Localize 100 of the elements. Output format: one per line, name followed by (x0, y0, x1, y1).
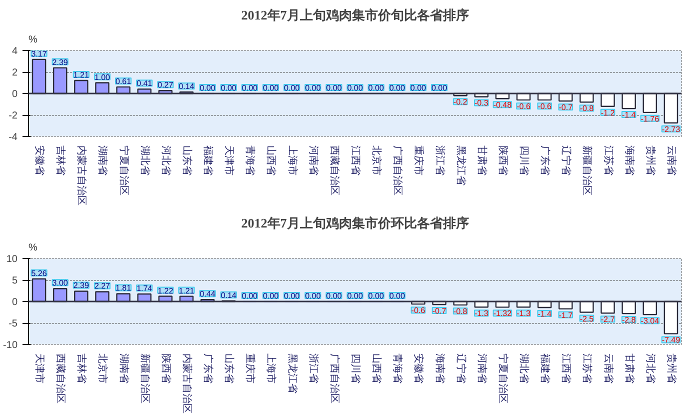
data-label: 2.27 (94, 282, 111, 291)
data-label: 3.17 (31, 49, 48, 58)
data-label: 0.00 (347, 292, 364, 300)
data-label: 3.00 (52, 278, 68, 288)
data-label: -3.04 (640, 316, 660, 326)
data-label: -2.5 (580, 314, 594, 324)
x-tick-label: 河南省 (307, 146, 320, 176)
data-label: 2.39 (52, 58, 68, 67)
x-tick-label: 重庆市 (412, 146, 425, 176)
x-tick-label: 河北省 (644, 354, 656, 384)
data-label: 1.81 (116, 284, 132, 293)
data-label: 0.14 (178, 82, 195, 91)
data-label: 0.14 (220, 290, 237, 300)
y-tick-label: 0 (12, 297, 18, 308)
y-tick-label: 0 (12, 89, 18, 100)
x-tick-label: 四川省 (518, 146, 530, 176)
data-label: 1.00 (94, 72, 111, 82)
y-tick-label: -4 (8, 132, 18, 143)
x-tick-label: 山西省 (265, 146, 278, 176)
y-tick-label: 2 (12, 68, 18, 78)
data-label: -1.3 (474, 309, 489, 318)
x-tick-label: 新疆自治区 (581, 146, 594, 196)
x-tick-label: 北京市 (96, 354, 109, 384)
x-tick-label: 重庆市 (244, 354, 256, 384)
x-tick-label: 山东省 (223, 354, 236, 384)
y-tick-label: -5 (8, 318, 18, 330)
data-label: -1.7 (558, 310, 574, 320)
x-tick-label: 湖北省 (138, 146, 151, 176)
data-label: -0.7 (558, 103, 574, 112)
x-tick-label: 宁夏自治区 (496, 354, 509, 404)
x-tick-label: 福建省 (202, 146, 214, 176)
y-tick-label: 4 (12, 46, 18, 57)
data-label: -1.4 (538, 310, 552, 319)
x-tick-label: 江西省 (560, 354, 572, 384)
chart-title: 2012年7月上旬鸡肉集市价环比各省排序 (241, 216, 469, 230)
x-tick-label: 北京市 (370, 146, 383, 176)
x-tick-label: 贵州省 (665, 354, 678, 384)
data-label: 1.21 (73, 70, 90, 80)
x-tick-label: 河南省 (476, 354, 488, 384)
x-tick-label: 福建省 (539, 354, 552, 384)
data-label: 0.27 (158, 80, 174, 90)
data-label: -0.6 (516, 102, 531, 111)
x-tick-label: 江西省 (350, 146, 362, 176)
data-label: -2.73 (662, 124, 681, 134)
x-tick-label: 辽宁省 (560, 146, 572, 176)
x-tick-label: 上海市 (265, 354, 278, 384)
data-label: -0.8 (580, 104, 594, 114)
y-tick-label: -2 (8, 110, 18, 122)
data-label: 1.74 (136, 284, 153, 294)
data-label: 0.41 (136, 79, 153, 88)
data-label: 0.00 (368, 84, 384, 92)
x-tick-label: 辽宁省 (454, 354, 467, 384)
x-tick-label: 西藏自治区 (328, 146, 340, 196)
x-tick-label: 云南省 (665, 146, 678, 176)
x-tick-label: 云南省 (602, 354, 614, 384)
data-label: -2.7 (600, 315, 616, 324)
y-tick-label: -10 (3, 340, 18, 351)
data-label: 0.00 (305, 84, 322, 92)
data-label: -2.8 (622, 316, 636, 325)
x-tick-label: 内蒙古自治区 (180, 354, 193, 414)
x-tick-label: 浙江省 (307, 354, 320, 384)
data-label: 0.00 (389, 84, 406, 92)
x-tick-label: 四川省 (350, 354, 362, 384)
data-label: 0.00 (220, 84, 237, 92)
x-tick-label: 天津市 (34, 354, 46, 384)
data-label: 0.00 (410, 84, 427, 92)
x-tick-label: 天津市 (223, 146, 236, 176)
chart-title: 2012年7月上旬鸡肉集市价旬比各省排序 (241, 8, 469, 22)
x-tick-label: 黑龙江省 (286, 354, 298, 394)
data-label: -1.2 (600, 108, 616, 118)
x-tick-label: 广东省 (202, 354, 214, 384)
data-label: -0.6 (538, 102, 552, 111)
x-tick-label: 海南省 (434, 354, 446, 384)
x-tick-label: 黑龙江省 (454, 146, 467, 186)
data-label: -0.8 (453, 306, 468, 316)
data-label: -0.3 (474, 98, 489, 108)
y-axis-title: % (28, 242, 38, 254)
data-label: 0.00 (389, 292, 406, 300)
x-tick-label: 吉林省 (76, 354, 88, 384)
data-label: -1.3 (516, 309, 531, 318)
data-label: 0.61 (116, 76, 132, 86)
data-label: 0.00 (262, 84, 280, 92)
data-label: 0.00 (326, 84, 342, 92)
x-tick-label: 广西自治区 (392, 146, 404, 196)
x-tick-label: 内蒙古自治区 (76, 146, 88, 206)
x-tick-label: 青海省 (392, 354, 404, 384)
x-tick-label: 广西自治区 (328, 354, 340, 404)
data-label: -1.76 (640, 114, 660, 124)
data-label: 0.00 (284, 292, 300, 300)
data-label: 0.44 (200, 290, 216, 299)
x-tick-label: 陕西省 (496, 146, 509, 176)
x-tick-label: 安徽省 (34, 146, 46, 176)
data-label: -0.48 (493, 100, 512, 110)
x-tick-label: 湖南省 (96, 146, 109, 176)
data-label: 0.00 (200, 84, 216, 92)
x-tick-label: 海南省 (623, 146, 636, 176)
data-label: 0.00 (368, 292, 384, 300)
data-label: 0.00 (431, 84, 448, 92)
x-tick-label: 吉林省 (54, 146, 67, 176)
data-label: 0.00 (242, 292, 258, 300)
